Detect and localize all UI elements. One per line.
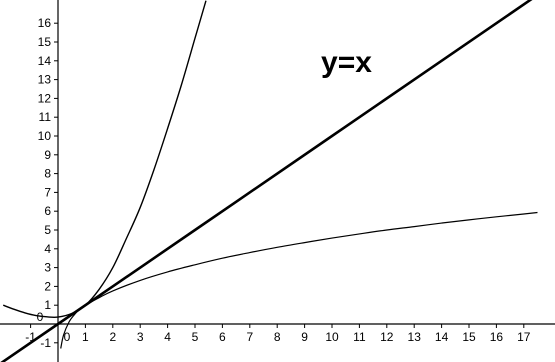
y-tick-label: 2 (44, 279, 51, 293)
y-tick-label: 15 (38, 35, 52, 49)
y-tick-label: 9 (44, 148, 51, 162)
y-tick-label: 5 (44, 223, 51, 237)
x-tick-label: 8 (274, 330, 281, 344)
x-tick-label: -1 (25, 330, 36, 344)
x-tick-label: 14 (435, 330, 449, 344)
curve-annotation: y=x (321, 46, 372, 79)
x-tick-label: 1 (82, 330, 89, 344)
y-tick-label: 4 (44, 242, 51, 256)
x-tick-label: 0 (64, 330, 71, 344)
x-tick-label: 7 (246, 330, 253, 344)
y-tick-label: 0 (37, 310, 44, 324)
y-tick-label: 12 (38, 91, 52, 105)
x-tick-label: 2 (109, 330, 116, 344)
y-tick-label: 10 (38, 129, 52, 143)
y-tick-label: 3 (44, 261, 51, 275)
y-tick-label: 13 (38, 73, 52, 87)
x-tick-label: 12 (380, 330, 394, 344)
x-tick-label: 9 (301, 330, 308, 344)
x-tick-label: 5 (192, 330, 199, 344)
y-tick-label: 7 (44, 185, 51, 199)
x-tick-label: 4 (164, 330, 171, 344)
y-tick-label: 16 (38, 16, 52, 30)
x-tick-label: 11 (353, 330, 366, 344)
x-tick-label: 16 (490, 330, 504, 344)
y-tick-label: 1 (44, 298, 51, 312)
y-tick-label: 11 (39, 110, 52, 124)
y-tick-label: 6 (44, 204, 51, 218)
y-tick-label: 14 (38, 54, 52, 68)
x-tick-label: 13 (408, 330, 422, 344)
y-tick-label: -1 (40, 336, 51, 350)
series-curve-1 (2, 0, 207, 318)
series-curve-3 (60, 211, 538, 349)
x-tick-label: 3 (137, 330, 144, 344)
x-tick-label: 6 (219, 330, 226, 344)
x-tick-label: 17 (517, 330, 531, 344)
x-tick-label: 10 (325, 330, 339, 344)
series-curve-2 (0, 0, 533, 362)
y-tick-label: 8 (44, 167, 51, 181)
x-tick-label: 15 (462, 330, 476, 344)
